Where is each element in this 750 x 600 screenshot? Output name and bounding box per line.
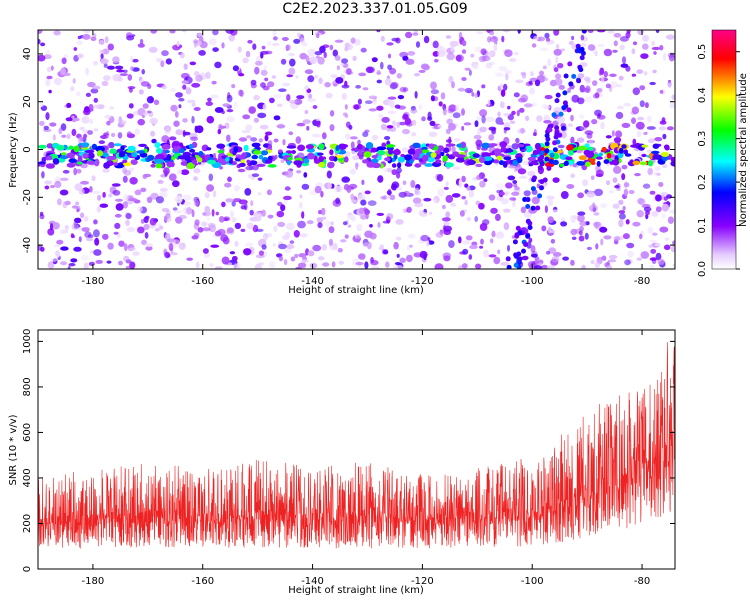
spectrogram-y-label: Frequency (Hz) [8, 112, 19, 188]
x-tick-label: -100 [521, 576, 544, 587]
spectrogram-panel: -180 -160 -140 -120 -100 -80 -40 -20 0 20 40 Heig… [8, 29, 676, 296]
colorbar-tick-label: 0.1 [697, 218, 708, 234]
snr-y-ticks: 0 200 400 600 800 1000 [22, 329, 675, 572]
y-tick-label: 0 [22, 566, 33, 572]
colorbar-tick-label: 0.5 [697, 44, 708, 60]
colorbar: 0.0 0.1 0.2 0.3 0.4 0.5 Normalized spectral a… [697, 29, 749, 277]
y-tick-label: 40 [22, 48, 33, 61]
x-tick-label: -160 [191, 276, 214, 287]
chart-title: C2E2.2023.337.01.05.G09 [282, 1, 468, 17]
x-tick-label: -80 [634, 276, 650, 287]
x-tick-label: -120 [411, 276, 434, 287]
x-tick-label: -80 [634, 576, 650, 587]
x-tick-label: -140 [301, 576, 324, 587]
x-tick-label: -180 [82, 576, 105, 587]
spectrogram-y-ticks: -40 -20 0 20 40 [22, 48, 675, 253]
snr-y-label: SNR (10 * v/v) [8, 414, 19, 485]
colorbar-tick-label: 0.4 [697, 87, 708, 103]
y-tick-label: 800 [22, 377, 33, 396]
x-tick-label: -100 [521, 276, 544, 287]
colorbar-ticks: 0.0 0.1 0.2 0.3 0.4 0.5 [697, 44, 740, 277]
x-tick-label: -180 [82, 276, 105, 287]
x-tick-label: -140 [301, 276, 324, 287]
y-tick-label: 600 [22, 423, 33, 442]
snr-panel: -180 -160 -140 -120 -100 -80 0 200 400 600 800 100… [8, 329, 676, 596]
x-tick-label: -120 [411, 576, 434, 587]
colorbar-gradient [711, 29, 737, 270]
y-tick-label: 20 [22, 95, 33, 108]
x-tick-label: -160 [191, 576, 214, 587]
colorbar-label: Normalized spectral amplitude [738, 73, 749, 227]
spectrogram-cells [38, 30, 675, 269]
snr-x-ticks: -180 -160 -140 -120 -100 -80 [82, 330, 650, 587]
y-tick-label: -40 [22, 237, 33, 253]
spectrogram-x-label: Height of straight line (km) [288, 285, 424, 296]
colorbar-tick-label: 0.3 [697, 131, 708, 147]
y-tick-label: 0 [22, 146, 33, 152]
y-tick-label: 1000 [22, 329, 33, 354]
snr-frame [37, 329, 676, 570]
snr-x-label: Height of straight line (km) [288, 585, 424, 596]
colorbar-tick-label: 0.2 [697, 174, 708, 190]
y-tick-label: 400 [22, 468, 33, 487]
snr-series-line [38, 342, 675, 549]
y-tick-label: -20 [22, 189, 33, 205]
colorbar-tick-label: 0.0 [697, 261, 708, 277]
spectrogram-x-ticks: -180 -160 -140 -120 -100 -80 [82, 30, 650, 287]
y-tick-label: 200 [22, 514, 33, 533]
